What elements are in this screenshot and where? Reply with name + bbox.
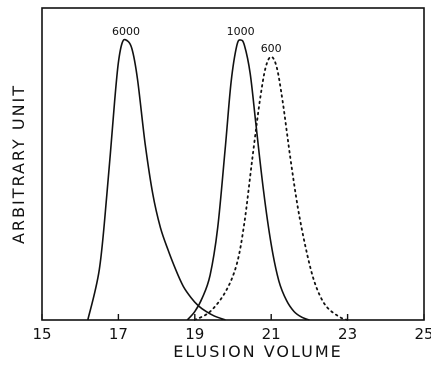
x-axis-tick-labels: 15 17 19 21 23 25	[32, 325, 431, 343]
y-axis-label: ARBITRARY UNIT	[9, 84, 28, 244]
peak-label-600: 600	[261, 42, 282, 55]
series-lines	[87, 38, 349, 321]
x-axis-label: ELUSION VOLUME	[173, 342, 342, 361]
x-axis-ticks	[41, 314, 425, 320]
x-tick-label-21: 21	[262, 325, 281, 343]
x-tick-label-19: 19	[185, 325, 204, 343]
x-tick-label-25: 25	[414, 325, 431, 343]
x-tick-label-23: 23	[338, 325, 357, 343]
x-tick-label-15: 15	[32, 325, 51, 343]
peak-labels: 6000 1000 600	[112, 25, 282, 55]
peak-label-1000: 1000	[227, 25, 255, 38]
series-line-6000	[87, 38, 226, 321]
x-tick-label-17: 17	[109, 325, 128, 343]
peak-label-6000: 6000	[112, 25, 140, 38]
plot-frame	[41, 7, 425, 321]
series-line-1000	[186, 39, 310, 321]
series-line-600	[193, 55, 349, 321]
